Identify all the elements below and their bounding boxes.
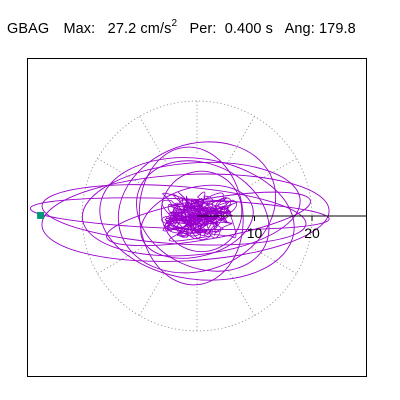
x-axis-tick-label: 10 <box>247 225 263 241</box>
orbit-trace-8 <box>160 170 243 253</box>
guide-spoke <box>251 247 297 274</box>
period-value: 0.400 s <box>224 21 274 37</box>
period-label: Per: <box>189 21 217 37</box>
orbit-trace-4 <box>99 157 295 281</box>
max-value: 27.2 cm/s <box>107 21 172 37</box>
guide-spoke <box>228 116 255 162</box>
orbit-trace-2 <box>41 184 307 246</box>
guide-spoke <box>139 270 166 316</box>
orbit-trace-7 <box>140 184 254 259</box>
angle-label: Ang: <box>284 21 315 37</box>
guide-spoke <box>139 116 166 162</box>
orbit-trace-10 <box>138 146 244 286</box>
orbit-trace-5 <box>117 141 277 274</box>
angle-value: 179.8 <box>319 21 356 37</box>
orbit-trace-layer <box>29 141 330 286</box>
orbit-trace-3 <box>81 161 301 257</box>
max-unit-exponent: 2 <box>171 18 178 29</box>
peak-marker <box>37 211 45 219</box>
plot-frame <box>27 58 367 377</box>
guide-spoke <box>228 270 255 316</box>
x-axis-tick-label: 20 <box>304 225 320 241</box>
orbit-trace-6 <box>136 160 270 272</box>
guide-spoke <box>251 158 297 185</box>
guide-spoke <box>97 247 143 274</box>
orbit-trace-0 <box>29 197 330 230</box>
orbit-core-trace <box>161 191 238 242</box>
plot-header: GBAG Max: 27.2 cm/s2 Per: 0.400 s Ang: 1… <box>7 18 356 37</box>
max-label: Max: <box>63 21 96 37</box>
station-code: GBAG <box>7 21 50 37</box>
guide-spoke <box>97 158 143 185</box>
orbit-trace-1 <box>41 173 330 262</box>
axis-layer: 10 20 <box>37 211 366 241</box>
